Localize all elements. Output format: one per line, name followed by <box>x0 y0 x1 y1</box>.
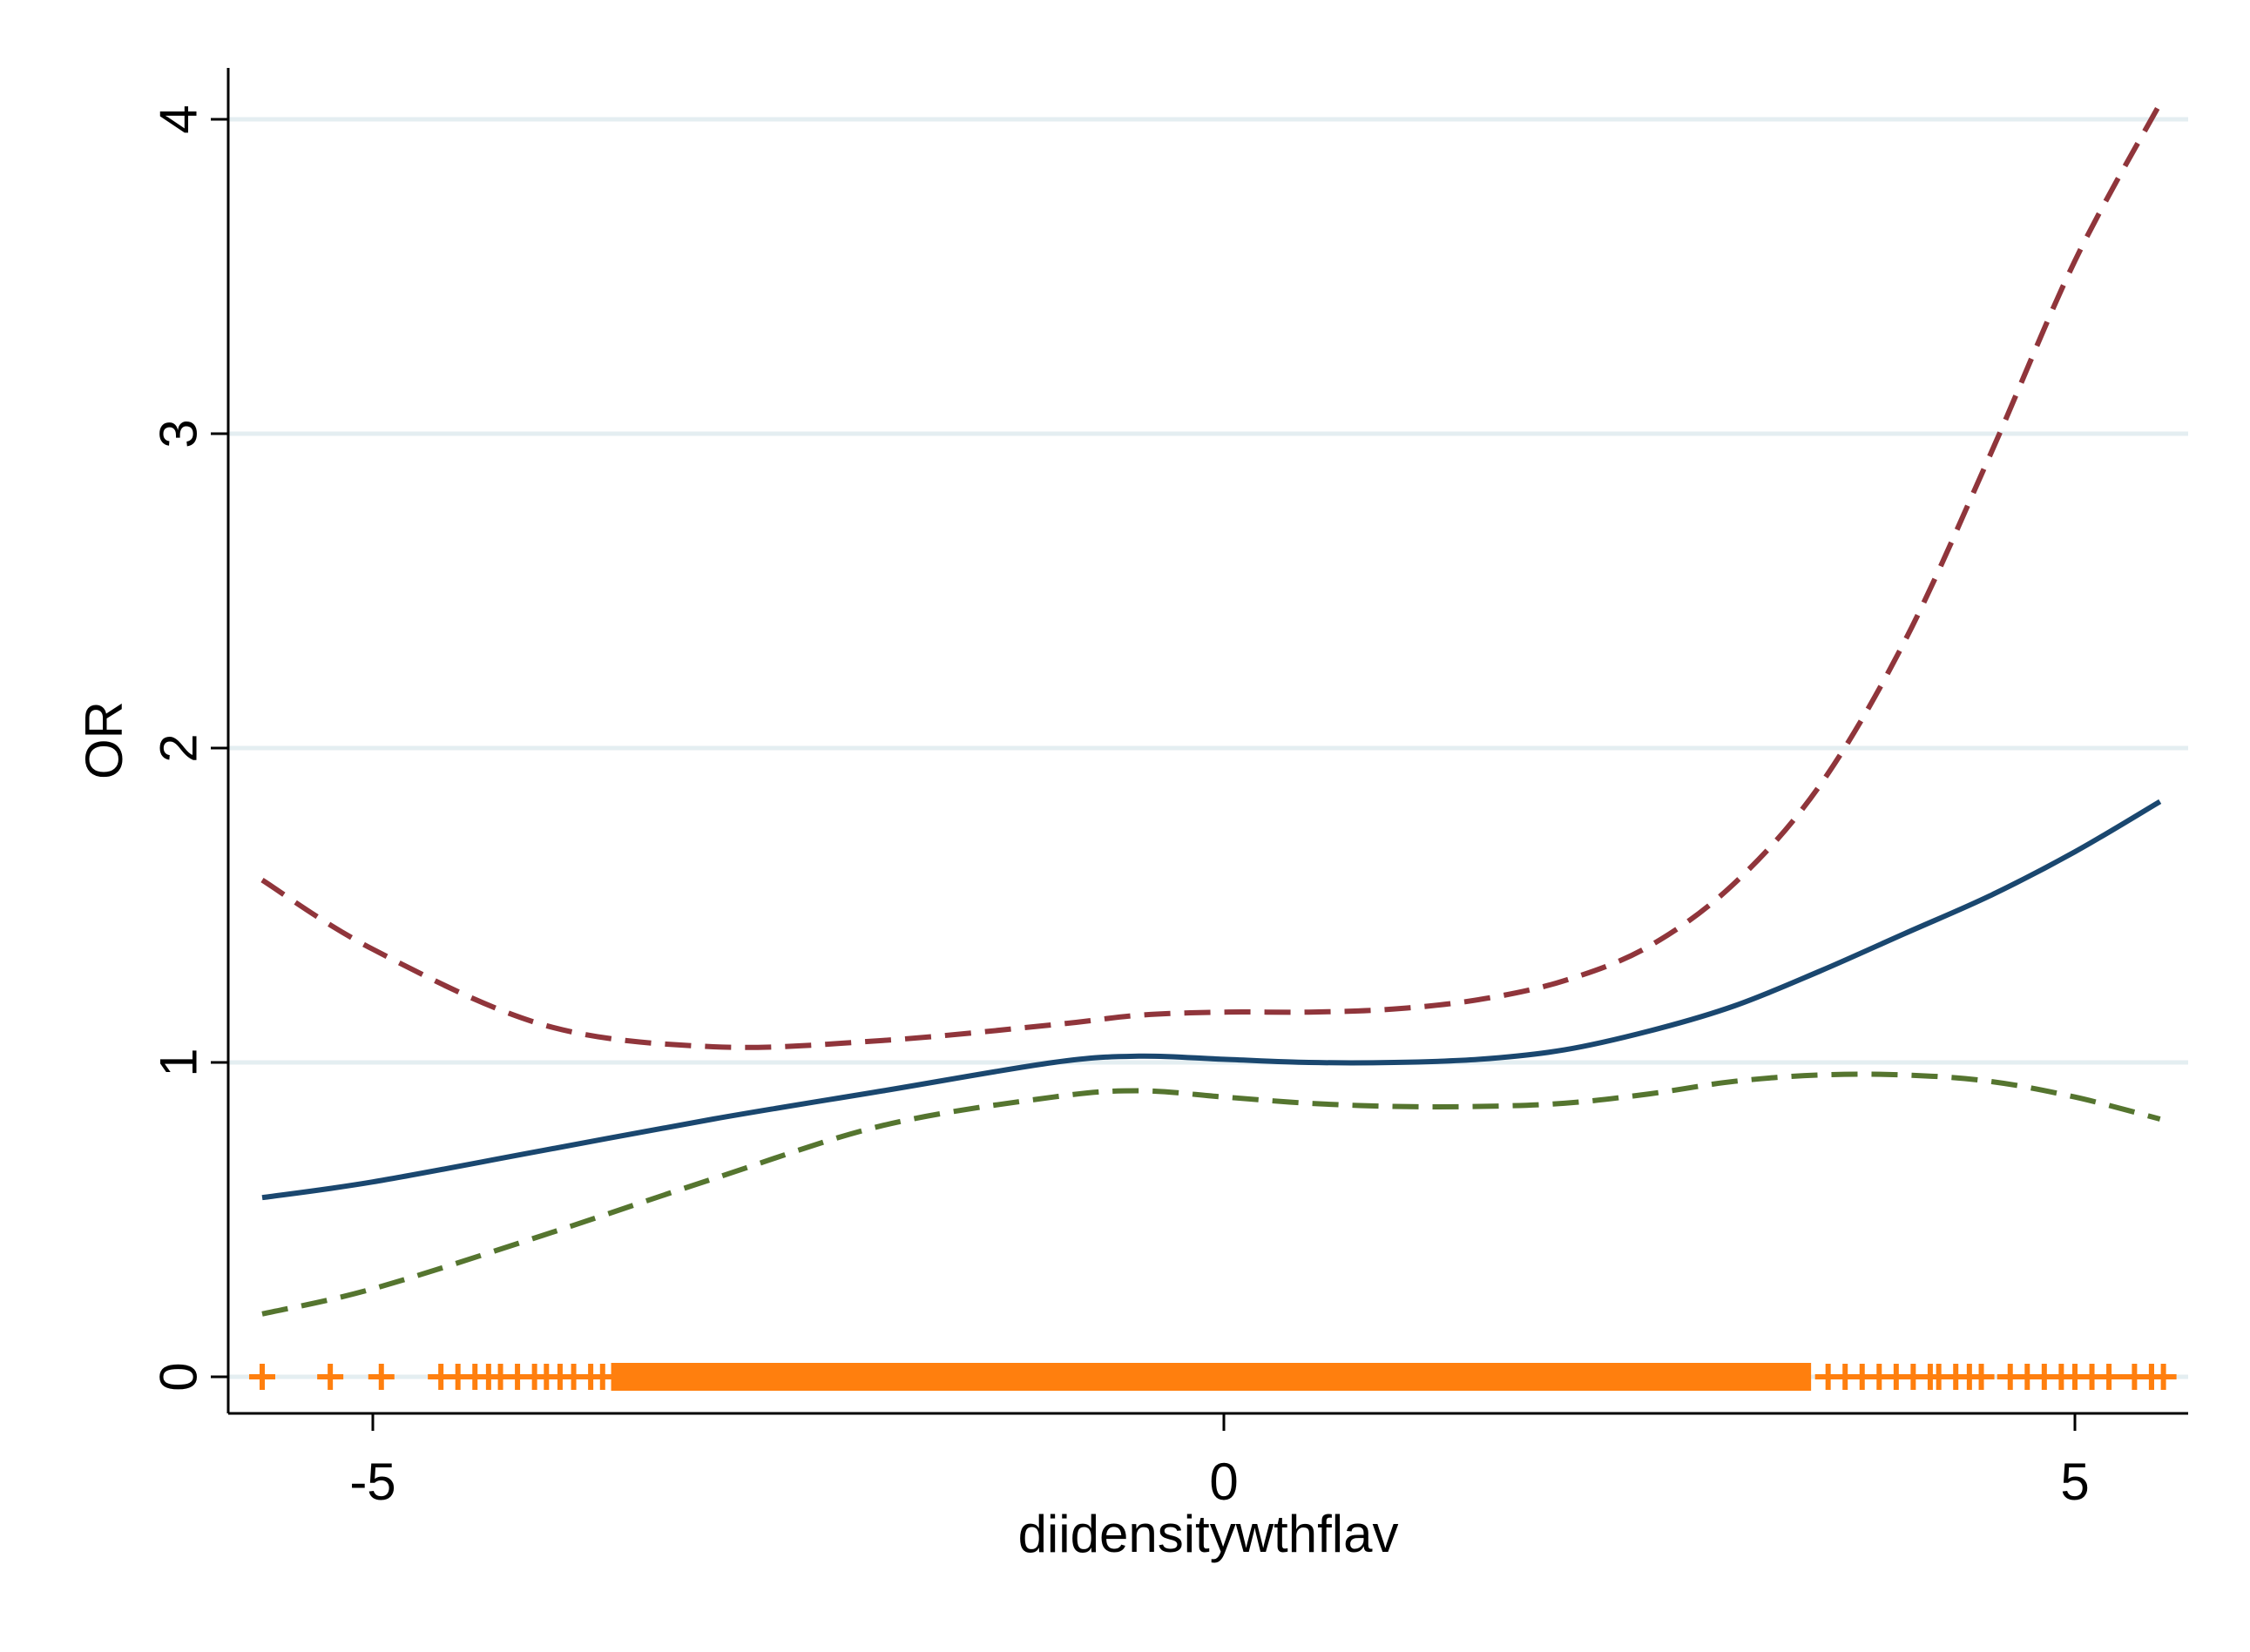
rug-marker <box>368 1364 395 1390</box>
x-tick-label: 5 <box>2060 1453 2089 1511</box>
y-tick-label: 0 <box>150 1362 208 1391</box>
x-tick-label: 0 <box>1209 1453 1238 1511</box>
rug-marker <box>317 1364 344 1390</box>
tick-layer: 0 1 2 3 4 -5 0 5 <box>150 105 2090 1511</box>
rug-dense-band <box>611 1363 1812 1391</box>
x-tick-label: -5 <box>349 1453 395 1511</box>
axes-layer <box>226 68 2188 1415</box>
y-tick-label: 3 <box>150 419 208 448</box>
y-axis-label: OR <box>75 701 133 779</box>
rug-marker <box>1968 1364 1995 1390</box>
series-layer <box>260 102 2163 1317</box>
rug-marker <box>248 1364 275 1390</box>
y-tick-label: 1 <box>150 1048 208 1076</box>
series-line-lower-ci <box>261 1071 2161 1317</box>
y-tick-label: 4 <box>150 105 208 133</box>
rug-marker <box>589 1364 616 1390</box>
y-tick-label: 2 <box>150 733 208 762</box>
rug-marker <box>2150 1364 2177 1390</box>
series-line-upper-ci <box>260 102 2163 1050</box>
rug-marker <box>2096 1364 2123 1390</box>
series-line-estimate <box>261 799 2162 1201</box>
x-axis-label: diidensitywthflav <box>1018 1505 1399 1563</box>
rug-layer <box>248 1363 2177 1391</box>
